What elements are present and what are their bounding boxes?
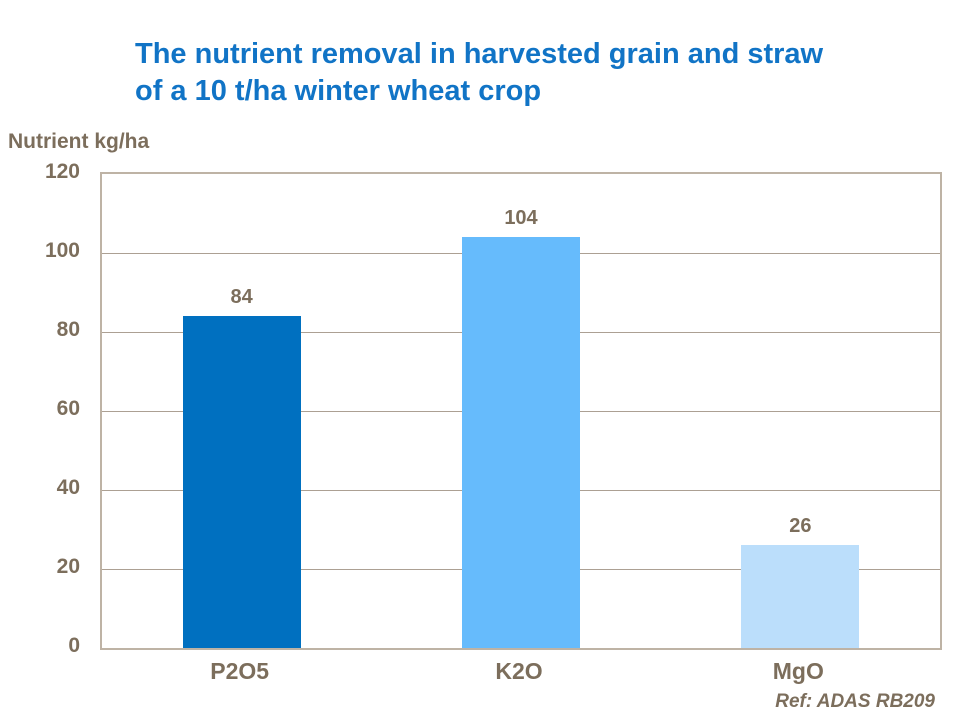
chart-title: The nutrient removal in harvested grain … bbox=[135, 38, 824, 107]
bar-value-label-p2o5: 84 bbox=[230, 286, 253, 309]
plot-area: 84 104 26 bbox=[100, 172, 942, 650]
y-axis-title: Nutrient kg/ha bbox=[8, 130, 150, 153]
bar-mgo bbox=[741, 545, 860, 648]
x-axis-tick-labels: P2O5 K2O MgO bbox=[100, 658, 938, 688]
y-tick-label-40: 40 bbox=[56, 476, 80, 499]
x-tick-label-p2o5: P2O5 bbox=[210, 658, 270, 684]
bar-value-label-k2o: 104 bbox=[504, 207, 538, 230]
bar-k2o bbox=[462, 237, 580, 648]
y-tick-label-100: 100 bbox=[44, 239, 80, 262]
y-tick-label-120: 120 bbox=[44, 160, 80, 183]
y-tick-label-80: 80 bbox=[56, 318, 80, 341]
y-tick-label-20: 20 bbox=[56, 555, 80, 578]
y-tick-label-60: 60 bbox=[56, 397, 80, 420]
bar-value-label-mgo: 26 bbox=[789, 515, 812, 538]
y-tick-label-0: 0 bbox=[68, 634, 80, 657]
x-tick-label-mgo: MgO bbox=[772, 658, 824, 684]
y-axis-tick-labels: 0 20 40 60 80 100 120 bbox=[0, 160, 80, 657]
bar-p2o5 bbox=[182, 316, 301, 648]
reference-text: Ref: ADAS RB209 bbox=[775, 691, 935, 712]
x-tick-label-k2o: K2O bbox=[495, 658, 543, 684]
